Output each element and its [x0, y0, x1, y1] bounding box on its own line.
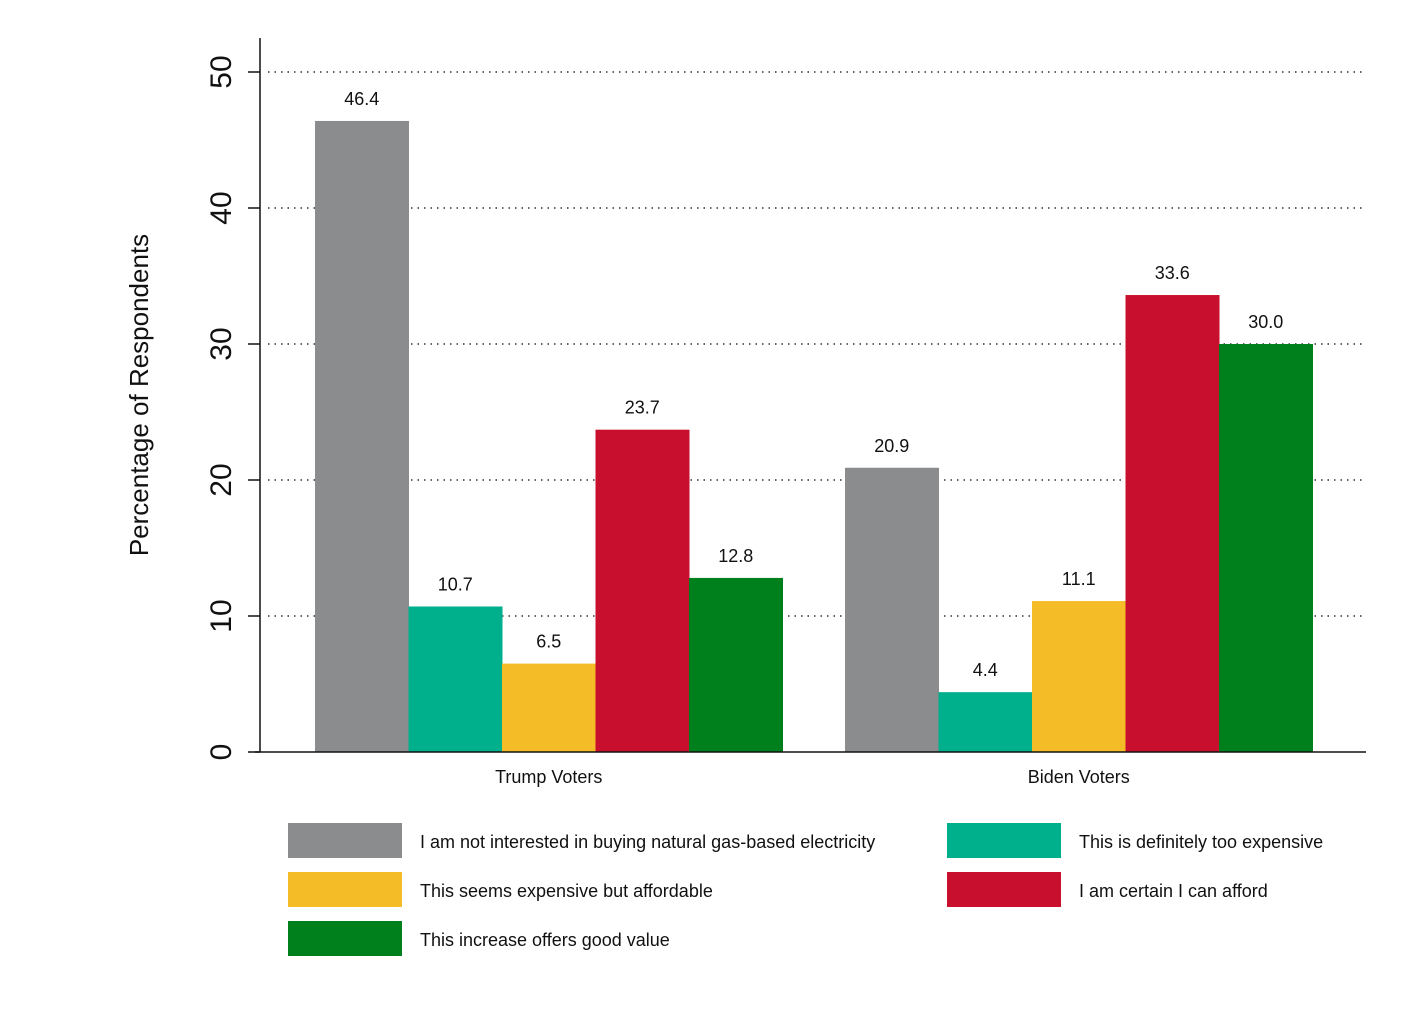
data-label: 30.0: [1248, 312, 1283, 332]
bar: [689, 577, 783, 752]
bar: [1219, 344, 1313, 752]
legend-swatch: [288, 921, 402, 956]
legend-item: This seems expensive but affordable: [288, 872, 713, 907]
legend-label: This increase offers good value: [420, 930, 670, 950]
bar: [1125, 295, 1220, 752]
legend-swatch: [947, 872, 1061, 907]
data-label: 33.6: [1155, 263, 1190, 283]
data-labels: 46.4 10.7 6.5 23.7 12.8 20.9 4.4 11.1 33.6 30.0: [344, 89, 1283, 680]
y-tick-label: 0: [205, 744, 238, 761]
legend-label: I am certain I can afford: [1079, 881, 1268, 901]
x-ticks: Trump Voters Biden Voters: [495, 767, 1130, 787]
axes: [255, 38, 1366, 753]
bar: [938, 692, 1033, 752]
legend-item: This increase offers good value: [288, 921, 670, 956]
data-label: 20.9: [874, 436, 909, 456]
data-label: 11.1: [1062, 569, 1096, 589]
legend-item: I am not interested in buying natural ga…: [288, 823, 875, 858]
legend-swatch: [288, 823, 402, 858]
y-tick-label: 50: [205, 55, 238, 88]
legend-label: This is definitely too expensive: [1079, 832, 1323, 852]
legend-swatch: [288, 872, 402, 907]
y-axis-title: Percentage of Respondents: [124, 234, 154, 556]
bar: [315, 120, 409, 752]
y-ticks: 0 10 20 30 40 50: [205, 55, 260, 760]
legend-swatch: [947, 823, 1061, 858]
legend-item: This is definitely too expensive: [947, 823, 1323, 858]
y-tick-label: 30: [205, 327, 238, 360]
bars: [315, 120, 1313, 752]
data-label: 23.7: [625, 398, 660, 418]
bar: [1032, 601, 1126, 752]
legend-label: I am not interested in buying natural ga…: [420, 832, 875, 852]
bar: [595, 429, 690, 752]
x-tick-label: Biden Voters: [1028, 767, 1130, 787]
legend-label: This seems expensive but affordable: [420, 881, 713, 901]
x-tick-label: Trump Voters: [495, 767, 602, 787]
data-label: 46.4: [344, 89, 379, 109]
data-label: 10.7: [438, 574, 473, 594]
data-label: 4.4: [973, 660, 998, 680]
legend-item: I am certain I can afford: [947, 872, 1268, 907]
y-tick-label: 40: [205, 191, 238, 224]
bar: [845, 467, 939, 752]
data-label: 12.8: [718, 546, 753, 566]
data-label: 6.5: [536, 632, 561, 652]
y-tick-label: 10: [205, 599, 238, 632]
bar: [502, 663, 596, 752]
bar: [408, 606, 503, 752]
legend: I am not interested in buying natural ga…: [288, 823, 1323, 956]
y-tick-label: 20: [205, 463, 238, 496]
